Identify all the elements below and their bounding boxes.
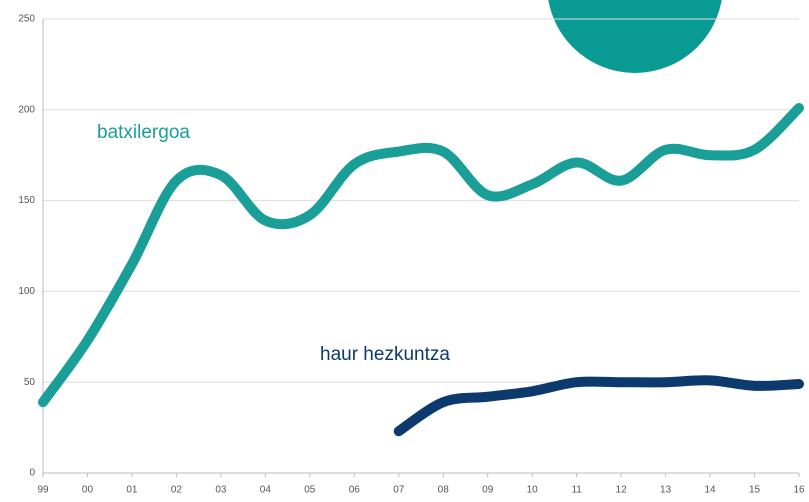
x-tick-label: 04 (260, 485, 272, 496)
line-series (393, 375, 804, 437)
x-tick-label: 05 (304, 485, 316, 496)
series-label: haur hezkuntza (320, 344, 450, 365)
x-tick-label: 11 (571, 485, 582, 496)
x-tick-label: 09 (482, 485, 494, 496)
y-tick-label: 100 (18, 286, 35, 297)
y-tick-label: 0 (29, 468, 35, 479)
x-tick-label: 10 (527, 485, 539, 496)
x-tick-label: 15 (749, 485, 761, 496)
x-tick-label: 14 (704, 485, 716, 496)
x-tick-label: 01 (126, 485, 138, 496)
x-tick-label: 08 (438, 485, 450, 496)
y-tick-label: 150 (18, 195, 35, 206)
x-tick-label: 99 (37, 485, 49, 496)
y-tick-label: 250 (18, 14, 35, 25)
line-series (38, 102, 804, 408)
x-tick-label: 06 (349, 485, 361, 496)
decoration-circle (548, 0, 722, 73)
x-tick-label: 00 (82, 485, 94, 496)
x-tick-label: 12 (616, 485, 628, 496)
x-tick-label: 03 (215, 485, 227, 496)
x-tick-label: 07 (393, 485, 405, 496)
y-tick-label: 50 (24, 377, 36, 388)
series-label: batxilergoa (97, 122, 190, 143)
y-tick-label: 200 (18, 104, 35, 115)
x-tick-label: 02 (171, 485, 183, 496)
x-tick-label: 16 (793, 485, 805, 496)
x-tick-label: 13 (660, 485, 672, 496)
